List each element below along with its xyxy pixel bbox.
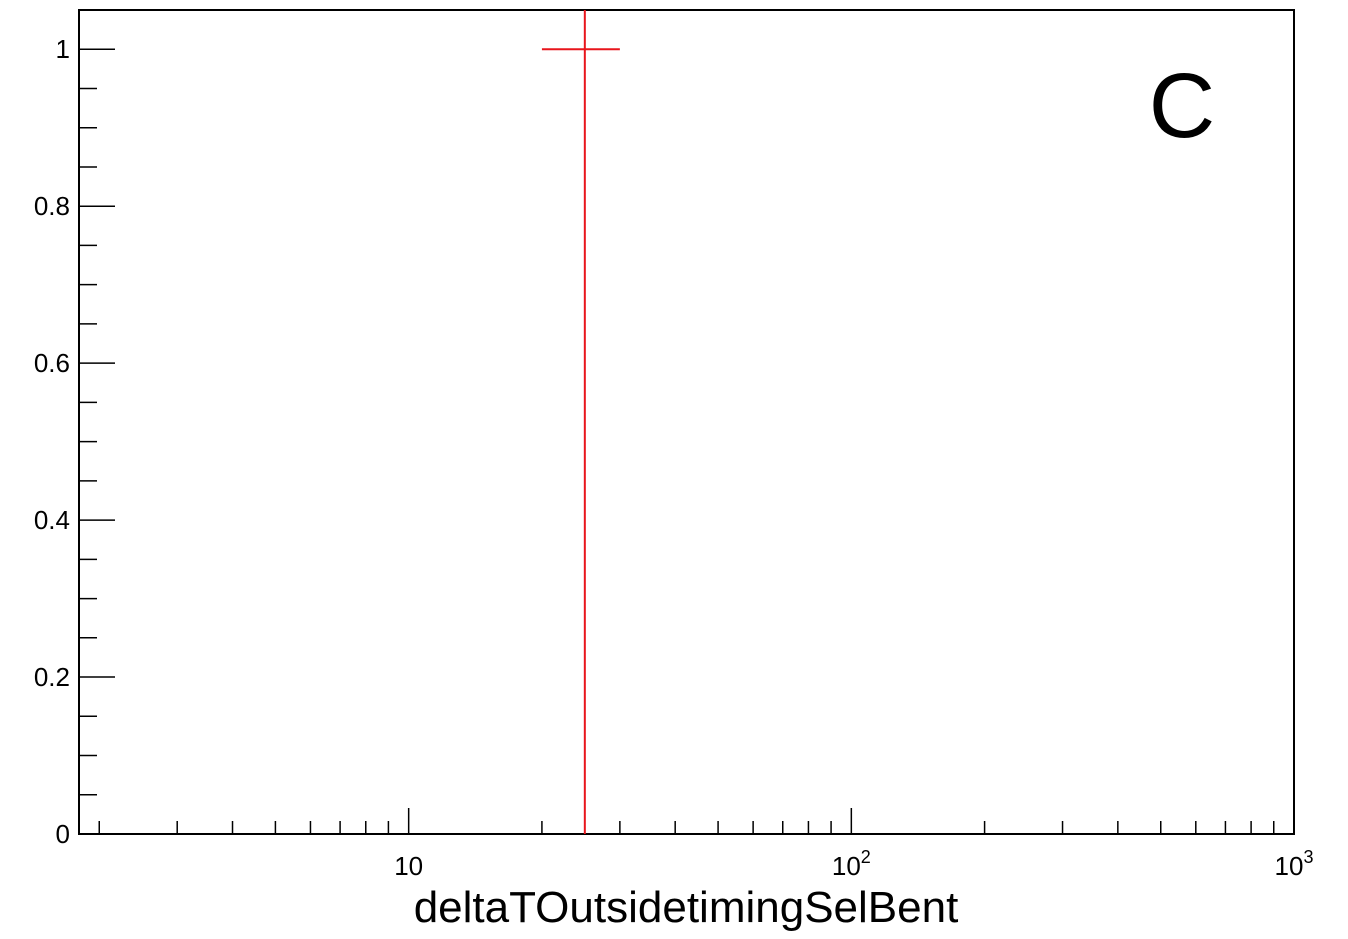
y-tick-label: 1 [56, 34, 70, 64]
y-tick-label: 0.4 [34, 505, 70, 535]
y-tick-label: 0.6 [34, 348, 70, 378]
x-tick-label: 102 [832, 847, 871, 881]
y-tick-label: 0.2 [34, 662, 70, 692]
tick-labels: 0 0.2 0.4 0.6 0.8 1 10 102 103 [34, 34, 1314, 881]
x-axis-title: deltaTOutsidetimingSelBent [414, 883, 959, 932]
y-tick-label: 0 [56, 819, 70, 849]
panel-annotation: C [1149, 55, 1215, 157]
x-tick-label: 103 [1275, 847, 1314, 881]
plot-frame [78, 9, 1295, 835]
x-tick-label: 10 [394, 851, 423, 881]
axes [78, 9, 1295, 835]
y-tick-label: 0.8 [34, 191, 70, 221]
ticks [79, 9, 1295, 835]
data-series [541, 10, 620, 834]
